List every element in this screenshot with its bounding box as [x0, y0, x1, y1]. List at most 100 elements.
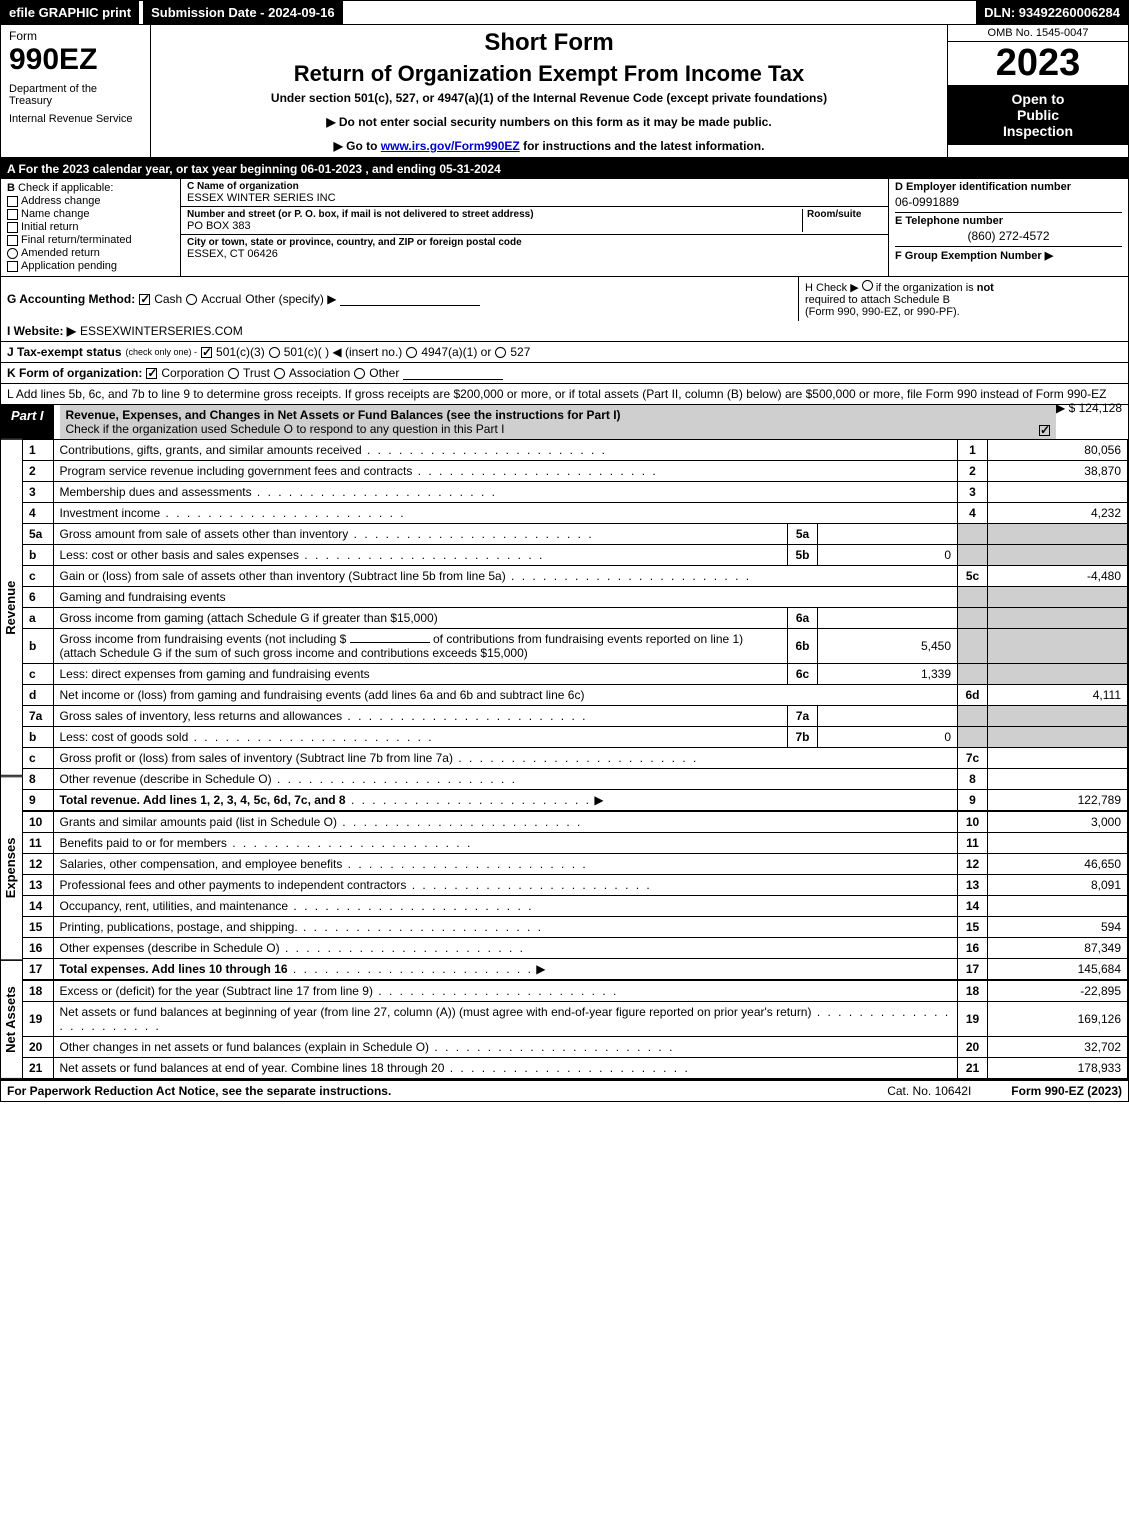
lbl-name-change: Name change [21, 208, 90, 220]
b-sub: Check if applicable: [18, 182, 113, 194]
l18-num: 18 [958, 980, 988, 1002]
l1-amt: 80,056 [988, 440, 1128, 461]
l13-num: 13 [958, 875, 988, 896]
other-org-field[interactable] [403, 366, 503, 380]
lbl-4947: 4947(a)(1) or [421, 345, 491, 359]
c-city-lbl: City or town, state or province, country… [187, 237, 882, 248]
submission-date: Submission Date - 2024-09-16 [143, 1, 343, 24]
section-g: G Accounting Method: Cash Accrual Other … [1, 277, 798, 321]
lbl-initial-return: Initial return [21, 221, 78, 233]
goto-link-line: ▶ Go to www.irs.gov/Form990EZ for instru… [159, 139, 939, 153]
l3-amt [988, 482, 1128, 503]
chk-application-pending[interactable] [7, 261, 18, 272]
chk-amended-return[interactable] [7, 248, 18, 259]
l4-amt: 4,232 [988, 503, 1128, 524]
chk-527[interactable] [495, 347, 506, 358]
l7b-n: b [23, 727, 53, 748]
l18-d: Excess or (deficit) for the year (Subtra… [60, 984, 373, 998]
l5a-lbl: 5a [788, 524, 818, 545]
l6b-d1: Gross income from fundraising events (no… [60, 632, 347, 646]
chk-corp[interactable] [146, 368, 157, 379]
l3-d: Membership dues and assessments [60, 485, 252, 499]
lbl-other: Other (specify) ▶ [245, 292, 336, 306]
l7b-d: Less: cost of goods sold [60, 730, 189, 744]
l6a-lbl: 6a [788, 608, 818, 629]
dept-irs: Internal Revenue Service [9, 113, 142, 125]
i-lbl: I Website: ▶ [7, 324, 76, 338]
l3-num: 3 [958, 482, 988, 503]
l5b-val: 0 [818, 545, 958, 566]
l20-d: Other changes in net assets or fund bala… [60, 1040, 430, 1054]
chk-address-change[interactable] [7, 196, 18, 207]
part-1-sub: Check if the organization used Schedule … [66, 422, 505, 436]
d-ein-lbl: D Employer identification number [895, 181, 1122, 193]
l9-d: Total revenue. Add lines 1, 2, 3, 4, 5c,… [60, 793, 346, 807]
l3-n: 3 [23, 482, 53, 503]
chk-4947[interactable] [406, 347, 417, 358]
l19-num: 19 [958, 1002, 988, 1037]
chk-accrual[interactable] [186, 294, 197, 305]
l7a-n: 7a [23, 706, 53, 727]
l2-num: 2 [958, 461, 988, 482]
l1-d: Contributions, gifts, grants, and simila… [60, 443, 362, 457]
l5b-d: Less: cost or other basis and sales expe… [60, 548, 299, 562]
chk-501c[interactable] [269, 347, 280, 358]
lines-table: 1 Contributions, gifts, grants, and simil… [23, 439, 1128, 1079]
h-text4: (Form 990, 990-EZ, or 990-PF). [805, 306, 960, 318]
l5c-n: c [23, 566, 53, 587]
l-text: L Add lines 5b, 6c, and 7b to line 9 to … [7, 387, 1106, 401]
open-to-public: Open to Public Inspection [948, 85, 1128, 145]
side-net-assets: Net Assets [1, 960, 23, 1079]
omb-number: OMB No. 1545-0047 [948, 25, 1128, 42]
other-specify-field[interactable] [340, 292, 480, 306]
l15-amt: 594 [988, 917, 1128, 938]
chk-schedule-o[interactable] [1039, 425, 1050, 436]
l7c-n: c [23, 748, 53, 769]
open1: Open to [952, 91, 1124, 107]
l15-n: 15 [23, 917, 53, 938]
l15-d: Printing, publications, postage, and shi… [60, 920, 298, 934]
phone: (860) 272-4572 [895, 229, 1122, 243]
form-no-footer: Form 990-EZ (2023) [1011, 1084, 1122, 1098]
j-lbl: J Tax-exempt status [7, 345, 122, 359]
chk-initial-return[interactable] [7, 222, 18, 233]
l5a-val [818, 524, 958, 545]
chk-h[interactable] [862, 280, 873, 291]
l8-amt [988, 769, 1128, 790]
chk-assoc[interactable] [274, 368, 285, 379]
section-c: C Name of organization ESSEX WINTER SERI… [181, 179, 888, 276]
part-1-title: Revenue, Expenses, and Changes in Net As… [60, 405, 1057, 439]
chk-name-change[interactable] [7, 209, 18, 220]
section-b: B Check if applicable: Address change Na… [1, 179, 181, 276]
section-a-tax-year: A For the 2023 calendar year, or tax yea… [1, 159, 1128, 179]
h-text1: H Check ▶ [805, 282, 859, 294]
dept-treasury: Department of the Treasury [9, 83, 142, 107]
org-city: ESSEX, CT 06426 [187, 248, 882, 260]
l10-d: Grants and similar amounts paid (list in… [60, 815, 337, 829]
l13-amt: 8,091 [988, 875, 1128, 896]
chk-trust[interactable] [228, 368, 239, 379]
l1-n: 1 [23, 440, 53, 461]
chk-501c3[interactable] [201, 347, 212, 358]
l10-num: 10 [958, 811, 988, 833]
irs-link[interactable]: www.irs.gov/Form990EZ [381, 139, 520, 153]
l14-d: Occupancy, rent, utilities, and maintena… [60, 899, 289, 913]
l7a-lbl: 7a [788, 706, 818, 727]
part-1-body: Revenue Expenses Net Assets 1Contributio… [1, 439, 1128, 1079]
f-group-lbl: F Group Exemption Number ▶ [895, 249, 1122, 262]
l6c-n: c [23, 664, 53, 685]
lbl-corp: Corporation [161, 366, 224, 380]
chk-other-org[interactable] [354, 368, 365, 379]
l16-d: Other expenses (describe in Schedule O) [60, 941, 280, 955]
part-1-header: Part I Revenue, Expenses, and Changes in… [1, 405, 1056, 439]
l21-n: 21 [23, 1058, 53, 1079]
l7b-val: 0 [818, 727, 958, 748]
under-section: Under section 501(c), 527, or 4947(a)(1)… [159, 91, 939, 105]
side-expenses: Expenses [1, 776, 23, 960]
chk-cash[interactable] [139, 294, 150, 305]
lbl-trust: Trust [243, 366, 270, 380]
return-title: Return of Organization Exempt From Incom… [159, 61, 939, 87]
section-k: K Form of organization: Corporation Trus… [1, 363, 1128, 384]
l8-num: 8 [958, 769, 988, 790]
chk-final-return[interactable] [7, 235, 18, 246]
